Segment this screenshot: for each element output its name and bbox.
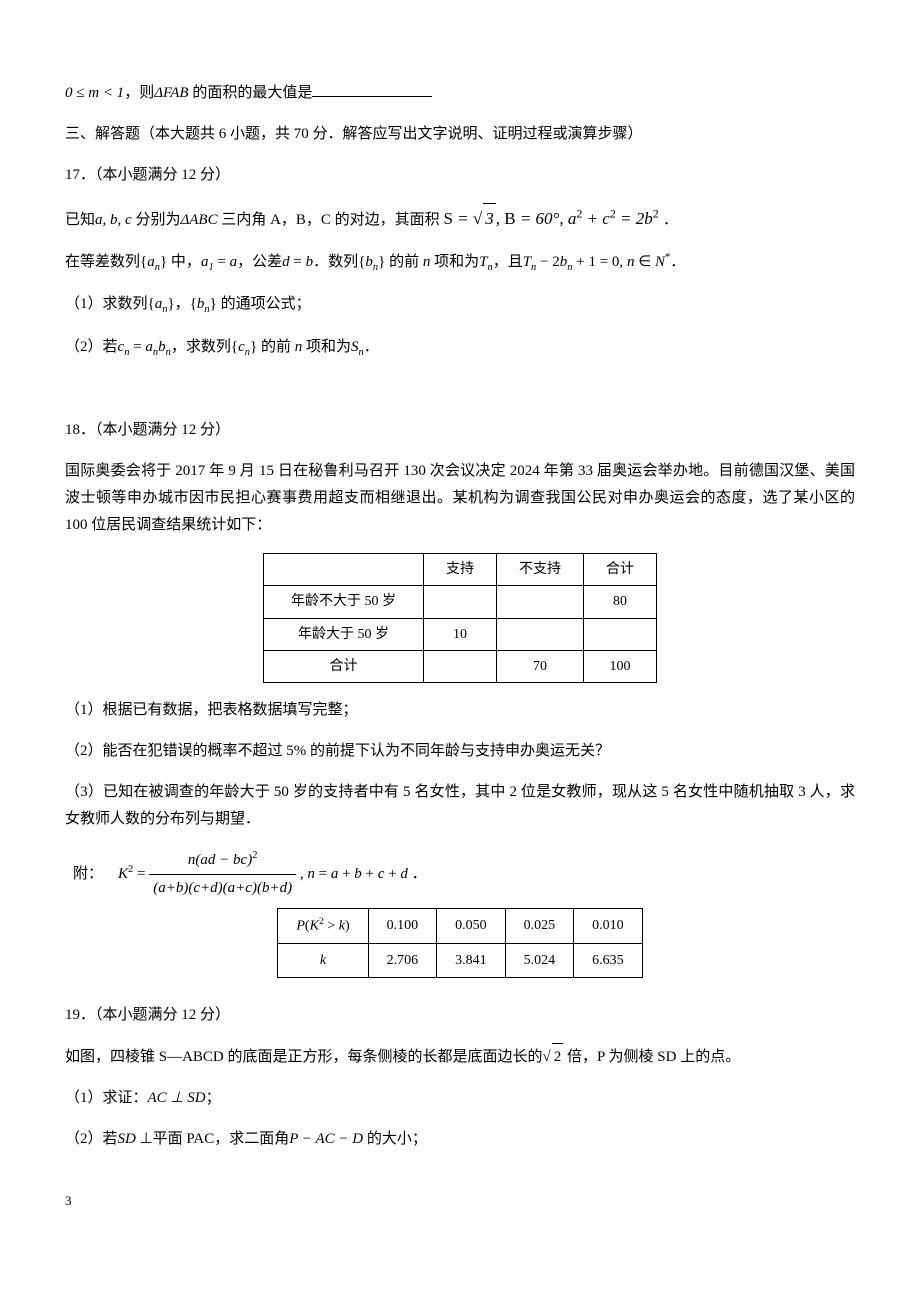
q18-sub1: （1）根据已有数据，把表格数据填写完整； — [65, 697, 855, 724]
cell: 100 — [584, 650, 657, 682]
cell — [584, 618, 657, 650]
q19-body-post: 倍，P 为侧棱 SD 上的点。 — [563, 1049, 740, 1065]
q19-s2-pre: （2）若 — [65, 1131, 118, 1147]
cell: 合计 — [264, 650, 424, 682]
th-total: 合计 — [584, 554, 657, 586]
intro-link: ，则 — [124, 85, 154, 101]
q17-line2: 在等差数列{an} 中，a1 = a，公差d = b．数列{bn} 的前 n 项… — [65, 249, 855, 278]
table-row: 年龄大于 50 岁 10 — [264, 618, 657, 650]
table-row: 合计 70 100 — [264, 650, 657, 682]
q18-body: 国际奥委会将于 2017 年 9 月 15 日在秘鲁利马召开 130 次会议决定… — [65, 458, 855, 539]
q19-s2-mid: ⊥平面 PAC，求二面角 — [136, 1131, 289, 1147]
section-3-title: 三、解答题（本大题共 6 小题，共 70 分．解答应写出文字说明、证明过程或演算… — [65, 121, 855, 148]
table-row: 年龄不大于 50 岁 80 — [264, 586, 657, 618]
q17-period: ． — [364, 339, 379, 355]
cell: 0.100 — [368, 909, 437, 944]
frac-den: (a+b)(c+d)(a+c)(b+d) — [149, 875, 296, 902]
intro-fragment: 0 ≤ m < 1，则ΔFAB 的面积的最大值是 — [65, 80, 855, 107]
cell: 5.024 — [505, 943, 574, 977]
q17-s1-pre: （1）求数列 — [65, 296, 148, 312]
cell: 10 — [424, 618, 497, 650]
q18-formula: 附： K2 = n(ad − bc)2 (a+b)(c+d)(a+c)(b+d)… — [65, 847, 855, 902]
q19-body-pre: 如图，四棱锥 S—ABCD 的底面是正方形，每条侧棱的长都是底面边长的 — [65, 1049, 543, 1065]
q19-heading: 19．（本小题满分 12 分） — [65, 1002, 855, 1029]
q18-sub2: （2）能否在犯错误的概率不超过 5% 的前提下认为不同年龄与支持申办奥运无关？ — [65, 738, 855, 765]
q18-heading: 18．（本小题满分 12 分） — [65, 417, 855, 444]
q17-l2-m6: ，且 — [493, 254, 523, 270]
q17-l2-pre: 在等差数列 — [65, 254, 140, 270]
th-nosupport: 不支持 — [497, 554, 584, 586]
q19-s1-math: AC ⊥ SD — [148, 1090, 206, 1106]
cell — [424, 586, 497, 618]
cell: 年龄大于 50 岁 — [264, 618, 424, 650]
cell: 6.635 — [574, 943, 643, 977]
sqrt2-val: 2 — [552, 1043, 564, 1071]
q18-sub3: （3）已知在被调查的年龄大于 50 岁的支持者中有 5 名女性，其中 2 位是女… — [65, 779, 855, 833]
q17-l2-m1: 中， — [167, 254, 201, 270]
cell: 3.841 — [437, 943, 506, 977]
q17-tri: ΔABC — [180, 212, 217, 228]
condition-math: 0 ≤ m < 1 — [65, 85, 124, 101]
cell: P(K2 > k) — [278, 909, 368, 944]
sqrt-icon — [543, 1049, 551, 1065]
th-blank — [264, 554, 424, 586]
q19-s1-pre: （1）求证： — [65, 1090, 148, 1106]
blank-fill — [312, 82, 432, 97]
fraction: n(ad − bc)2 (a+b)(c+d)(a+c)(b+d) — [149, 847, 296, 902]
chi-square-table: P(K2 > k) 0.100 0.050 0.025 0.010 k 2.70… — [277, 908, 642, 978]
q17-s2-m3: 项和为 — [302, 339, 351, 355]
q17-l2-m2: ，公差 — [237, 254, 282, 270]
q17-l1-pre: 已知 — [65, 212, 95, 228]
intro-rest: 的面积的最大值是 — [189, 85, 313, 101]
cell: 80 — [584, 586, 657, 618]
q17-l2-m5: 项和为 — [430, 254, 479, 270]
cell: k — [278, 943, 368, 977]
cell: 0.025 — [505, 909, 574, 944]
survey-table: 支持 不支持 合计 年龄不大于 50 岁 80 年龄大于 50 岁 10 合计 … — [263, 553, 657, 683]
q19-s2-end: 的大小； — [363, 1131, 427, 1147]
q17-l2-m4: 的前 — [385, 254, 423, 270]
cell: 2.706 — [368, 943, 437, 977]
q19-angle: P − AC − D — [289, 1131, 363, 1147]
table-row: P(K2 > k) 0.100 0.050 0.025 0.010 — [278, 909, 642, 944]
q17-s1-mid: ， — [175, 296, 190, 312]
frac-num: n(ad − bc)2 — [149, 847, 296, 875]
cell — [497, 618, 584, 650]
q17-formula-1: S = 3, B = 60°, a2 + c2 = 2b2 — [443, 209, 663, 228]
cell: 年龄不大于 50 岁 — [264, 586, 424, 618]
attach-label: 附： — [73, 866, 103, 882]
table-row: k 2.706 3.841 5.024 6.635 — [278, 943, 642, 977]
q17-line1: 已知a, b, c 分别为ΔABC 三内角 A，B，C 的对边，其面积 S = … — [65, 203, 855, 235]
q19-body: 如图，四棱锥 S—ABCD 的底面是正方形，每条侧棱的长都是底面边长的 2 倍，P… — [65, 1043, 855, 1071]
cell: 0.010 — [574, 909, 643, 944]
cell — [497, 586, 584, 618]
q17-sub2: （2）若cn = anbn，求数列{cn} 的前 n 项和为Sn． — [65, 334, 855, 363]
page-number: 3 — [65, 1189, 855, 1212]
q17-s1-end: 的通项公式； — [217, 296, 311, 312]
q19-sub2: （2）若SD ⊥平面 PAC，求二面角P − AC − D 的大小； — [65, 1126, 855, 1153]
cell — [424, 650, 497, 682]
q19-s1-end: ； — [206, 1090, 221, 1106]
triangle-fab: ΔFAB — [154, 85, 188, 101]
cell: 70 — [497, 650, 584, 682]
q17-l2-m3: ．数列 — [313, 254, 358, 270]
th-support: 支持 — [424, 554, 497, 586]
q17-s2-pre: （2）若 — [65, 339, 118, 355]
table-row: 支持 不支持 合计 — [264, 554, 657, 586]
q17-s2-mid: ，求数列 — [171, 339, 231, 355]
q17-l1-mid: 分别为 — [132, 212, 181, 228]
q17-abc: a, b, c — [95, 212, 132, 228]
q17-s2-m2: 的前 — [257, 339, 295, 355]
q17-heading: 17．（本小题满分 12 分） — [65, 162, 855, 189]
q17-l1-after: 三内角 A，B，C 的对边，其面积 — [218, 212, 440, 228]
cell: 0.050 — [437, 909, 506, 944]
q19-sub1: （1）求证：AC ⊥ SD； — [65, 1085, 855, 1112]
q17-sub1: （1）求数列{an}，{bn} 的通项公式； — [65, 291, 855, 320]
q19-sd: SD — [118, 1131, 136, 1147]
